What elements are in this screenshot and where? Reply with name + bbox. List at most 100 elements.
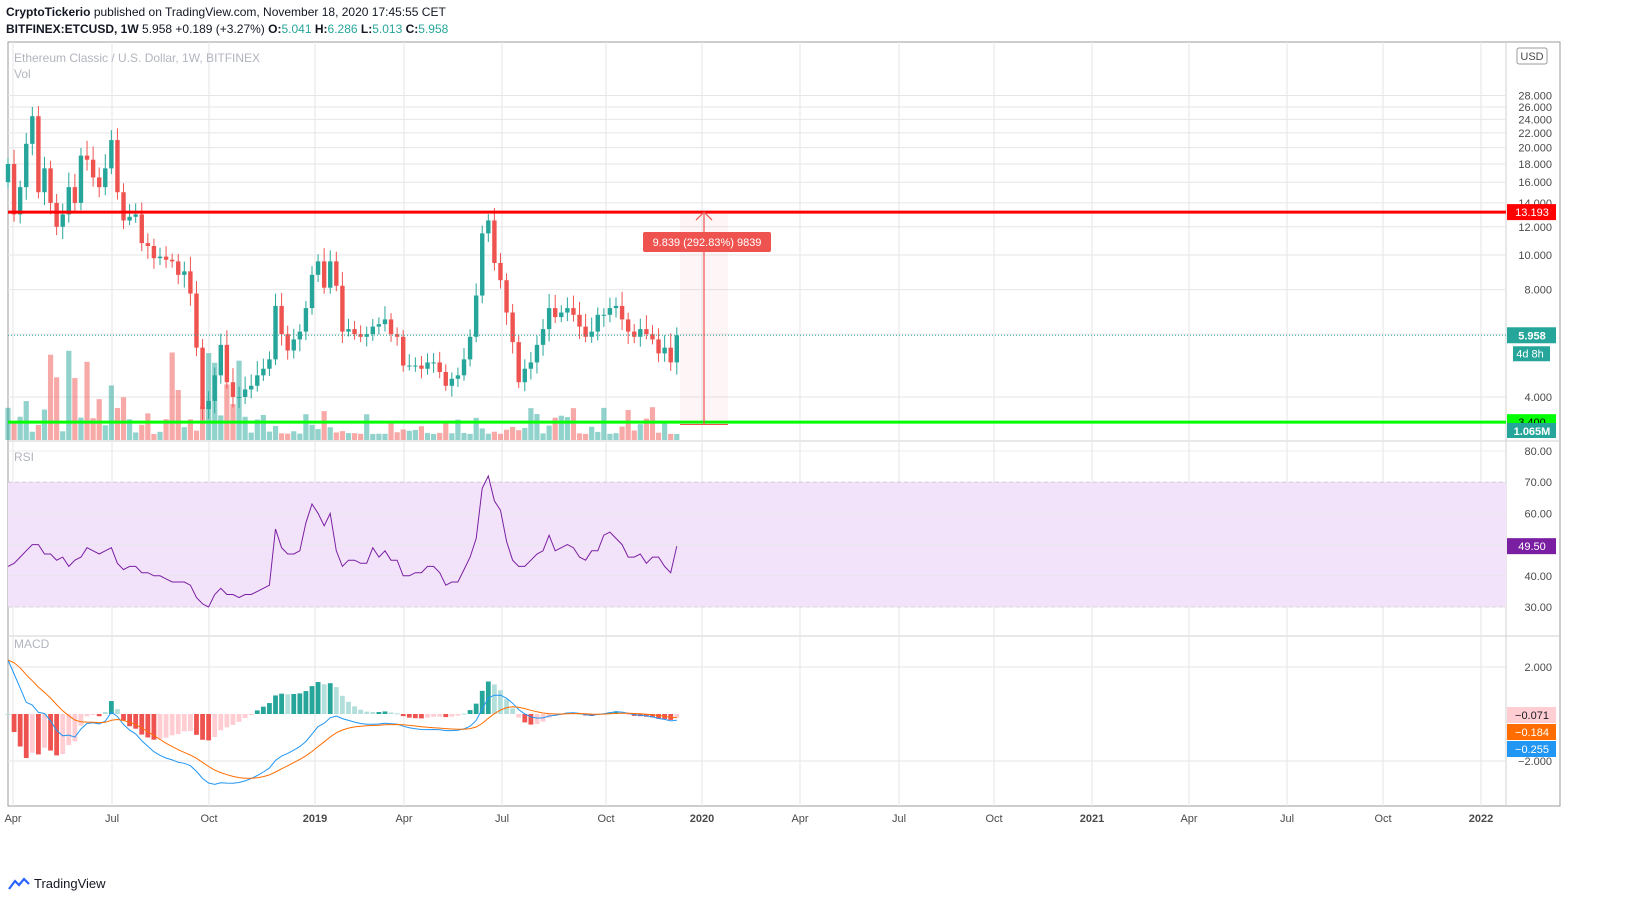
macd-histogram-bar bbox=[188, 714, 193, 732]
macd-histogram-bar bbox=[42, 714, 47, 748]
candle-body bbox=[662, 347, 667, 354]
currency-label: USD bbox=[1520, 51, 1543, 63]
low-value: 5.013 bbox=[372, 22, 403, 36]
candle-body bbox=[328, 261, 333, 288]
candle-body bbox=[151, 246, 157, 259]
candle-body bbox=[455, 375, 461, 379]
volume-bar bbox=[242, 416, 248, 440]
open-label: O: bbox=[268, 22, 282, 36]
volume-bar bbox=[358, 433, 364, 440]
macd-histogram-bar bbox=[181, 714, 187, 732]
candle-body bbox=[321, 261, 327, 288]
volume-bar bbox=[114, 408, 121, 440]
price-change: +0.189 (+3.27%) bbox=[175, 22, 265, 36]
candle-body bbox=[249, 385, 254, 390]
candle-body bbox=[127, 216, 132, 221]
volume-bar bbox=[60, 431, 66, 440]
candle-body bbox=[133, 214, 138, 217]
volume-bar bbox=[72, 378, 78, 440]
volume-bar bbox=[175, 390, 181, 440]
publisher-name[interactable]: CryptoTickerio bbox=[6, 5, 91, 19]
macd-histogram-bar bbox=[224, 714, 230, 728]
candle-body bbox=[163, 256, 169, 260]
macd-histogram-bar bbox=[108, 701, 114, 714]
x-tick-label: Oct bbox=[985, 813, 1002, 825]
candle-body bbox=[656, 339, 661, 354]
x-tick-label: 2019 bbox=[303, 813, 327, 825]
candle-body bbox=[200, 347, 205, 410]
rsi-tick-label: 80.00 bbox=[1524, 446, 1552, 458]
candle-body bbox=[273, 305, 278, 360]
macd-histogram-bar bbox=[455, 714, 461, 716]
volume-bar bbox=[163, 419, 169, 440]
y-tick-label: 22.000 bbox=[1518, 128, 1552, 140]
macd-histogram-bar bbox=[279, 693, 284, 714]
y-tick-label: 4.000 bbox=[1524, 392, 1552, 404]
volume-bar bbox=[41, 409, 48, 440]
macd-value-label: −0.255 bbox=[1515, 744, 1549, 756]
volume-bar bbox=[516, 430, 522, 440]
candle-body bbox=[42, 168, 47, 193]
candle-body bbox=[553, 308, 558, 318]
candle-body bbox=[36, 116, 41, 193]
volume-bar bbox=[406, 430, 412, 440]
x-tick-label: 2021 bbox=[1080, 813, 1104, 825]
candle-body bbox=[607, 308, 613, 315]
macd-histogram-bar bbox=[29, 714, 35, 753]
volume-bar bbox=[388, 423, 394, 440]
candle-body bbox=[103, 168, 108, 188]
countdown-label: 4d 8h bbox=[1516, 348, 1544, 360]
macd-histogram-bar bbox=[5, 714, 11, 715]
macd-value-label: −0.071 bbox=[1515, 710, 1549, 722]
candle-body bbox=[352, 329, 357, 335]
candle-body bbox=[413, 365, 418, 367]
y-tick-label: 24.000 bbox=[1518, 114, 1552, 126]
candle-body bbox=[121, 192, 126, 221]
volume-bar bbox=[400, 429, 406, 440]
level-label: 13.193 bbox=[1515, 207, 1549, 219]
volume-bar bbox=[601, 407, 607, 440]
macd-histogram-bar bbox=[194, 714, 199, 735]
candle-body bbox=[419, 365, 424, 369]
volume-bar bbox=[662, 421, 668, 440]
volume-bar bbox=[309, 424, 315, 440]
macd-histogram-bar bbox=[90, 714, 96, 715]
candle-body bbox=[486, 220, 491, 234]
macd-histogram-bar bbox=[431, 714, 436, 717]
candle-body bbox=[401, 336, 406, 366]
macd-histogram-bar bbox=[534, 714, 540, 725]
candle-body bbox=[188, 271, 193, 294]
y-tick-label: 12.000 bbox=[1518, 222, 1552, 234]
symbol-label[interactable]: BITFINEX:ETCUSD, 1W bbox=[6, 22, 139, 36]
macd-histogram-bar bbox=[467, 710, 473, 714]
volume-bar bbox=[206, 353, 212, 440]
macd-histogram-bar bbox=[151, 714, 157, 740]
volume-bar bbox=[127, 419, 133, 440]
volume-label: Vol bbox=[14, 67, 31, 81]
candle-body bbox=[78, 155, 84, 203]
candle-body bbox=[668, 347, 673, 363]
volume-bar bbox=[84, 361, 90, 440]
chart-title: Ethereum Classic / U.S. Dollar, 1W, BITF… bbox=[14, 51, 260, 65]
macd-histogram-bar bbox=[333, 687, 339, 714]
macd-histogram-bar bbox=[498, 690, 503, 714]
volume-value-bg bbox=[1507, 423, 1556, 438]
volume-bar bbox=[540, 433, 546, 440]
macd-histogram-bar bbox=[340, 695, 345, 714]
macd-histogram-bar bbox=[254, 710, 260, 714]
x-tick-label: Oct bbox=[597, 813, 614, 825]
macd-histogram-bar bbox=[577, 713, 582, 715]
macd-histogram-bar bbox=[212, 714, 218, 737]
volume-bar bbox=[279, 433, 285, 440]
macd-histogram-bar bbox=[60, 714, 66, 755]
tradingview-brand[interactable]: TradingView bbox=[8, 876, 106, 891]
volume-bar bbox=[431, 433, 437, 440]
macd-histogram-bar bbox=[650, 714, 655, 718]
y-tick-label: 18.000 bbox=[1518, 159, 1552, 171]
volume-bar bbox=[497, 433, 504, 440]
volume-bar bbox=[212, 362, 218, 440]
macd-histogram-bar bbox=[267, 703, 272, 714]
candle-body bbox=[601, 314, 607, 316]
low-label: L: bbox=[360, 22, 373, 36]
